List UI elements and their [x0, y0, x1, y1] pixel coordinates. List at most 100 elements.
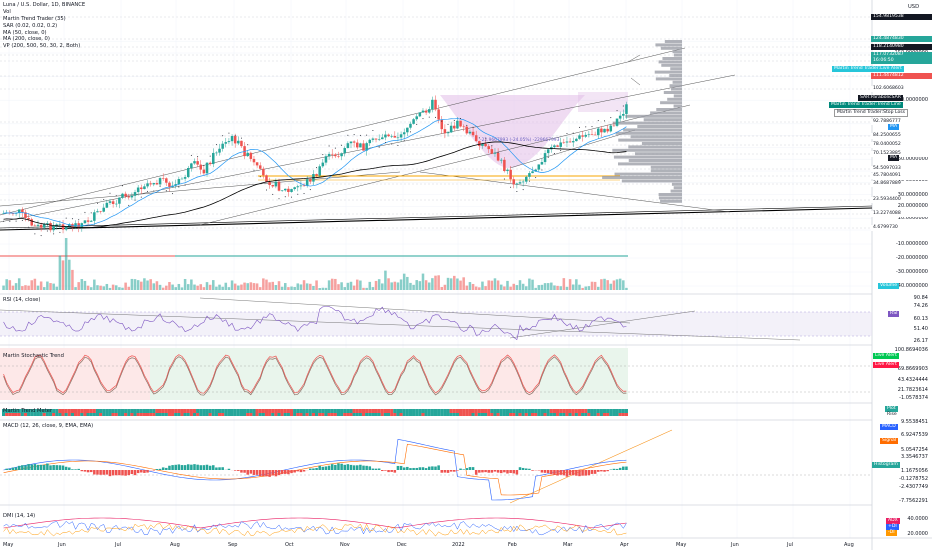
candle-body: [46, 223, 49, 224]
sar-dot: [378, 146, 380, 148]
price-tag: 92.7886777: [871, 119, 932, 125]
trend-bar: [17, 413, 21, 416]
trend-bar: [321, 409, 325, 413]
candle-body: [578, 135, 581, 139]
candle-body: [74, 223, 77, 227]
trend-bar: [346, 409, 350, 413]
macd-hist-bar: [127, 470, 131, 476]
trend-bar: [230, 413, 234, 416]
trend-bar: [574, 409, 578, 413]
profile-bar: [667, 97, 682, 101]
profile-bar: [628, 145, 682, 149]
sar-dot: [553, 152, 555, 154]
sar-dot: [228, 132, 230, 134]
trend-bar: [333, 413, 337, 416]
macd-hist-bar: [171, 465, 174, 470]
volume-bar: [424, 280, 428, 290]
trend-bar: [609, 409, 613, 413]
histogram-tag: Histogram: [872, 462, 900, 468]
volume-bar: [305, 283, 309, 290]
sar-dot: [610, 117, 612, 119]
profile-bar: [672, 50, 682, 54]
sar-dot: [78, 219, 80, 221]
macd-hist-bar: [493, 470, 497, 472]
profile-bar: [612, 121, 682, 125]
trend-bar: [405, 409, 409, 413]
volume-bar: [387, 278, 390, 290]
candle-body: [334, 154, 337, 157]
macd-hist-bar: [603, 470, 606, 472]
trend-bar: [449, 413, 453, 416]
trend-bar: [465, 409, 469, 413]
ma200-line: [3, 141, 627, 228]
volume-bar: [556, 285, 559, 290]
trend-bar: [615, 413, 619, 416]
sar-dot: [309, 189, 311, 191]
volume-bar: [74, 287, 77, 290]
sar-dot: [215, 144, 217, 146]
trend-bar: [471, 413, 475, 416]
macd-hist-bar: [562, 470, 566, 476]
macd-hist-bar: [233, 470, 237, 471]
sar-dot: [59, 231, 61, 233]
candle-body: [449, 125, 453, 133]
legend-sar: SAR (0.02, 0.02, 0.2): [3, 22, 58, 29]
trend-bar: [624, 409, 628, 413]
macd-hist-bar: [202, 465, 206, 470]
candle-body: [30, 219, 33, 226]
candle-body: [64, 226, 68, 230]
trend-bar: [299, 413, 303, 416]
trend-bar: [505, 413, 510, 416]
sar-dot: [247, 144, 249, 146]
trend-bar: [374, 413, 378, 416]
volume-bar: [230, 280, 234, 290]
macd-hist-bar: [39, 464, 43, 470]
candle-body: [402, 132, 406, 135]
trend-bar: [336, 413, 341, 416]
trend-bar: [480, 409, 485, 413]
volume-bar: [258, 287, 262, 290]
trend-bar: [296, 413, 300, 416]
price-tag: 78.0400052: [871, 142, 932, 148]
macd-hist-bar: [68, 467, 71, 470]
candle-body: [114, 203, 118, 205]
trend-bar: [23, 413, 28, 416]
trend-bar: [199, 413, 203, 416]
trend-bar: [524, 409, 528, 413]
price-scale-label: 30.0000000: [897, 191, 928, 198]
trend-bar: [136, 409, 140, 413]
candle-body: [249, 152, 253, 159]
candle-body: [534, 169, 537, 172]
trend-bar: [593, 413, 597, 416]
macd-hist-bar: [421, 467, 425, 470]
macd-hist-bar: [415, 467, 418, 470]
candle-body: [456, 120, 459, 129]
currency-label: USD: [908, 4, 920, 10]
macd-hist-bar: [265, 470, 268, 477]
candle-body: [133, 192, 137, 196]
macd-hist-bar: [509, 470, 512, 473]
trend-bar: [83, 413, 87, 416]
trend-bar: [177, 409, 181, 413]
trend-bar: [45, 413, 49, 416]
trend-bar: [39, 413, 43, 416]
volume-bar: [105, 283, 109, 290]
macd-hist-bar: [571, 470, 575, 476]
trend-bar: [358, 409, 362, 413]
price-tag: 54.5097033: [871, 166, 932, 172]
trend-bar: [612, 413, 616, 416]
trend-bar: [393, 409, 397, 413]
volume-bar: [437, 275, 440, 290]
dmi-scale-label: 20.0000: [907, 531, 928, 537]
trend-bar: [111, 409, 115, 413]
trend-bar: [621, 413, 625, 416]
trend-bar: [427, 409, 431, 413]
macd-hist-bar: [186, 464, 190, 470]
trend-bar: [584, 409, 588, 413]
trend-bar: [20, 409, 24, 413]
legend-ma50: MA (50, close, 0): [3, 29, 47, 36]
adx-line: [3, 517, 627, 529]
macd-hist-bar: [334, 464, 337, 470]
